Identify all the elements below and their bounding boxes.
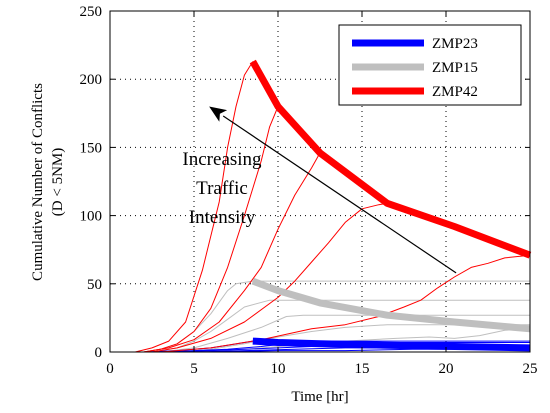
- legend: ZMP23 ZMP15 ZMP42: [338, 24, 522, 106]
- x-tick-label-10: 10: [271, 361, 286, 377]
- y-axis-title-line-1: Cumulative Number of Conflicts: [30, 83, 46, 281]
- annotation: Increasing Traffic Intensity: [182, 106, 457, 274]
- y-tick-label-150: 150: [80, 140, 103, 156]
- annotation-arrowhead: [209, 106, 228, 122]
- envelope-zmp15: [251, 277, 531, 333]
- y-tick-label-200: 200: [80, 72, 103, 88]
- legend-label-zmp23: ZMP23: [432, 36, 478, 52]
- envelope-zmp23: [252, 337, 531, 352]
- legend-label-zmp15: ZMP15: [432, 60, 478, 76]
- x-tick-label-20: 20: [439, 361, 454, 377]
- annotation-line-3: Intensity: [189, 207, 256, 228]
- curve-zmp42-3: [110, 152, 321, 353]
- plot-frame: [109, 10, 531, 353]
- curve-zmp42-5: [110, 254, 531, 353]
- x-axis-title: Time [hr]: [291, 389, 348, 405]
- x-tick-label-25: 25: [523, 361, 538, 377]
- legend-label-zmp42: ZMP42: [432, 84, 478, 100]
- y-tick-label-50: 50: [87, 277, 102, 293]
- y-tick-label-250: 250: [80, 4, 103, 20]
- envelope-zmp42: [249, 59, 532, 259]
- annotation-line-1: Increasing: [182, 149, 262, 170]
- y-axis-title-line-2: (D < 5NM): [50, 148, 66, 216]
- y-tick-label-0: 0: [95, 345, 103, 361]
- annotation-arrow: [222, 115, 457, 274]
- curve-zmp42-1: [110, 61, 254, 353]
- annotation-line-2: Traffic: [196, 178, 248, 199]
- x-tick-label-5: 5: [190, 361, 198, 377]
- series-envelopes: [249, 59, 532, 352]
- x-tick-label-15: 15: [355, 361, 370, 377]
- x-tick-label-0: 0: [106, 361, 114, 377]
- y-tick-label-100: 100: [80, 209, 103, 225]
